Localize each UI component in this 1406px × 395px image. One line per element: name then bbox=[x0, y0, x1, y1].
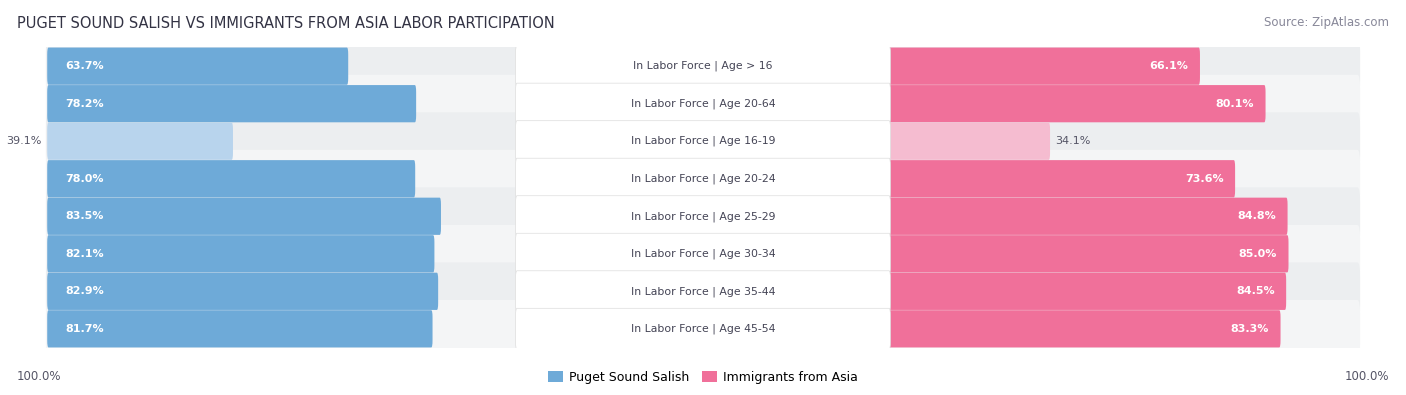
Text: 78.2%: 78.2% bbox=[66, 99, 104, 109]
FancyBboxPatch shape bbox=[46, 112, 1360, 170]
FancyBboxPatch shape bbox=[516, 196, 890, 237]
FancyBboxPatch shape bbox=[516, 46, 890, 87]
Text: In Labor Force | Age 35-44: In Labor Force | Age 35-44 bbox=[631, 286, 775, 297]
Text: In Labor Force | Age 25-29: In Labor Force | Age 25-29 bbox=[631, 211, 775, 222]
FancyBboxPatch shape bbox=[516, 233, 890, 274]
FancyBboxPatch shape bbox=[516, 158, 890, 199]
Text: In Labor Force | Age 16-19: In Labor Force | Age 16-19 bbox=[631, 136, 775, 147]
FancyBboxPatch shape bbox=[48, 160, 415, 198]
FancyBboxPatch shape bbox=[887, 310, 1281, 348]
Text: 34.1%: 34.1% bbox=[1056, 136, 1091, 146]
FancyBboxPatch shape bbox=[46, 75, 1360, 133]
FancyBboxPatch shape bbox=[48, 235, 434, 273]
Text: 82.9%: 82.9% bbox=[66, 286, 104, 296]
FancyBboxPatch shape bbox=[48, 47, 349, 85]
FancyBboxPatch shape bbox=[516, 308, 890, 349]
Text: 82.1%: 82.1% bbox=[66, 249, 104, 259]
Text: Source: ZipAtlas.com: Source: ZipAtlas.com bbox=[1264, 16, 1389, 29]
Text: 100.0%: 100.0% bbox=[17, 370, 62, 383]
FancyBboxPatch shape bbox=[887, 235, 1288, 273]
Legend: Puget Sound Salish, Immigrants from Asia: Puget Sound Salish, Immigrants from Asia bbox=[543, 366, 863, 389]
FancyBboxPatch shape bbox=[48, 198, 441, 235]
FancyBboxPatch shape bbox=[48, 85, 416, 122]
Text: In Labor Force | Age 20-24: In Labor Force | Age 20-24 bbox=[631, 173, 775, 184]
Text: 39.1%: 39.1% bbox=[6, 136, 42, 146]
Text: In Labor Force | Age 20-64: In Labor Force | Age 20-64 bbox=[631, 98, 775, 109]
FancyBboxPatch shape bbox=[46, 150, 1360, 208]
FancyBboxPatch shape bbox=[887, 273, 1286, 310]
FancyBboxPatch shape bbox=[48, 310, 433, 348]
FancyBboxPatch shape bbox=[48, 273, 439, 310]
Text: 85.0%: 85.0% bbox=[1239, 249, 1277, 259]
Text: In Labor Force | Age 45-54: In Labor Force | Age 45-54 bbox=[631, 324, 775, 334]
Text: 81.7%: 81.7% bbox=[66, 324, 104, 334]
FancyBboxPatch shape bbox=[887, 198, 1288, 235]
Text: 73.6%: 73.6% bbox=[1185, 174, 1223, 184]
FancyBboxPatch shape bbox=[46, 262, 1360, 320]
Text: In Labor Force | Age 30-34: In Labor Force | Age 30-34 bbox=[631, 248, 775, 259]
FancyBboxPatch shape bbox=[516, 121, 890, 162]
FancyBboxPatch shape bbox=[887, 160, 1234, 198]
Text: 83.5%: 83.5% bbox=[66, 211, 104, 221]
Text: 100.0%: 100.0% bbox=[1344, 370, 1389, 383]
FancyBboxPatch shape bbox=[516, 271, 890, 312]
Text: 83.3%: 83.3% bbox=[1230, 324, 1270, 334]
FancyBboxPatch shape bbox=[48, 122, 233, 160]
Text: In Labor Force | Age > 16: In Labor Force | Age > 16 bbox=[633, 61, 773, 71]
Text: 84.8%: 84.8% bbox=[1237, 211, 1277, 221]
Text: 78.0%: 78.0% bbox=[66, 174, 104, 184]
Text: 84.5%: 84.5% bbox=[1236, 286, 1275, 296]
FancyBboxPatch shape bbox=[46, 187, 1360, 245]
FancyBboxPatch shape bbox=[46, 300, 1360, 358]
Text: 63.7%: 63.7% bbox=[66, 61, 104, 71]
FancyBboxPatch shape bbox=[887, 47, 1199, 85]
FancyBboxPatch shape bbox=[46, 37, 1360, 95]
FancyBboxPatch shape bbox=[887, 122, 1050, 160]
Text: PUGET SOUND SALISH VS IMMIGRANTS FROM ASIA LABOR PARTICIPATION: PUGET SOUND SALISH VS IMMIGRANTS FROM AS… bbox=[17, 16, 554, 31]
Text: 80.1%: 80.1% bbox=[1215, 99, 1254, 109]
FancyBboxPatch shape bbox=[887, 85, 1265, 122]
FancyBboxPatch shape bbox=[516, 83, 890, 124]
Text: 66.1%: 66.1% bbox=[1150, 61, 1188, 71]
FancyBboxPatch shape bbox=[46, 225, 1360, 283]
